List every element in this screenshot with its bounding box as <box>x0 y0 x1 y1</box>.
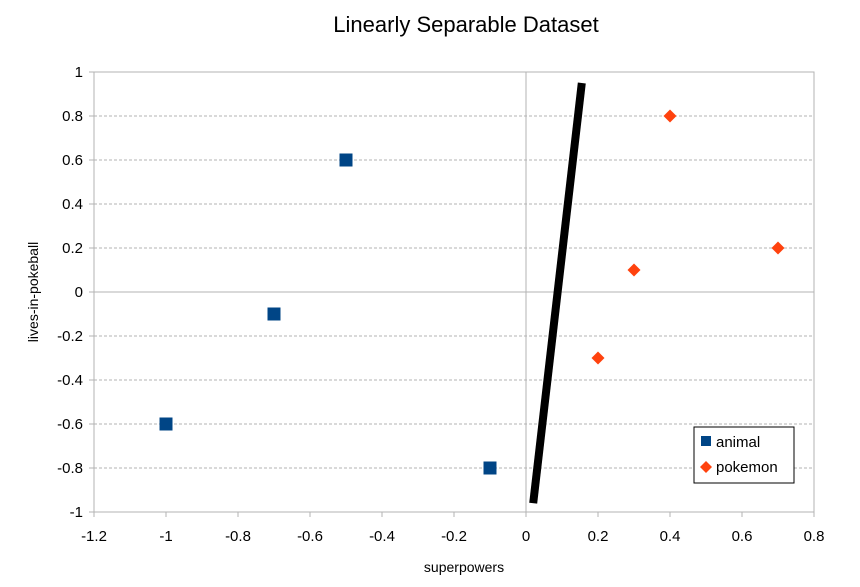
y-tick-label: -0.8 <box>57 460 83 477</box>
animal-point <box>483 461 497 475</box>
y-axis-label: lives-in-pokeball <box>25 242 41 342</box>
y-tick-label: 0.6 <box>62 152 83 169</box>
y-tick-label: 0.8 <box>62 108 83 125</box>
y-tick-label: -1 <box>70 504 83 521</box>
separator-line-group <box>529 82 586 504</box>
x-tick-label: -1.2 <box>81 528 107 545</box>
x-tick-label: 0 <box>522 528 530 545</box>
legend-pokemon-marker <box>700 461 712 473</box>
x-tick-label: -0.4 <box>369 528 395 545</box>
pokemon-point <box>591 351 605 365</box>
x-tick-label: 0.6 <box>732 528 753 545</box>
x-tick-label: -0.6 <box>297 528 323 545</box>
x-tick-label: -1 <box>159 528 172 545</box>
separator-line <box>529 82 586 504</box>
y-tick-label: 1 <box>75 64 83 81</box>
x-tick-label: -0.2 <box>441 528 467 545</box>
legend-animal-marker <box>701 436 711 446</box>
pokemon-point <box>663 109 677 123</box>
legend-pokemon-label: pokemon <box>716 459 778 476</box>
x-tick-label: 0.8 <box>804 528 825 545</box>
x-tick-labels: -1.2 -1 -0.8 -0.6 -0.4 -0.2 0 0.2 0.4 0.6 0.8 <box>81 528 824 545</box>
animal-point <box>339 153 353 167</box>
animal-point <box>267 307 281 321</box>
y-tick-label: 0.4 <box>62 196 83 213</box>
animal-point <box>159 417 173 431</box>
legend-animal-label: animal <box>716 434 760 451</box>
data-points <box>159 109 785 475</box>
y-tick-label: -0.2 <box>57 328 83 345</box>
zero-axes <box>94 72 814 512</box>
pokemon-point <box>627 263 641 277</box>
y-tick-label: -0.6 <box>57 416 83 433</box>
x-tick-label: 0.4 <box>660 528 681 545</box>
legend: animal pokemon <box>693 426 795 484</box>
x-tick-label: -0.8 <box>225 528 251 545</box>
x-tick-label: 0.2 <box>588 528 609 545</box>
pokemon-point <box>771 241 785 255</box>
y-tick-labels: 1 0.8 0.6 0.4 0.2 0 -0.2 -0.4 -0.6 -0.8 -1 <box>57 64 83 521</box>
x-axis-label: superpowers <box>424 559 504 575</box>
y-tick-label: -0.4 <box>57 372 83 389</box>
y-tick-label: 0 <box>75 284 83 301</box>
chart-title: Linearly Separable Dataset <box>333 12 598 37</box>
y-tick-label: 0.2 <box>62 240 83 257</box>
